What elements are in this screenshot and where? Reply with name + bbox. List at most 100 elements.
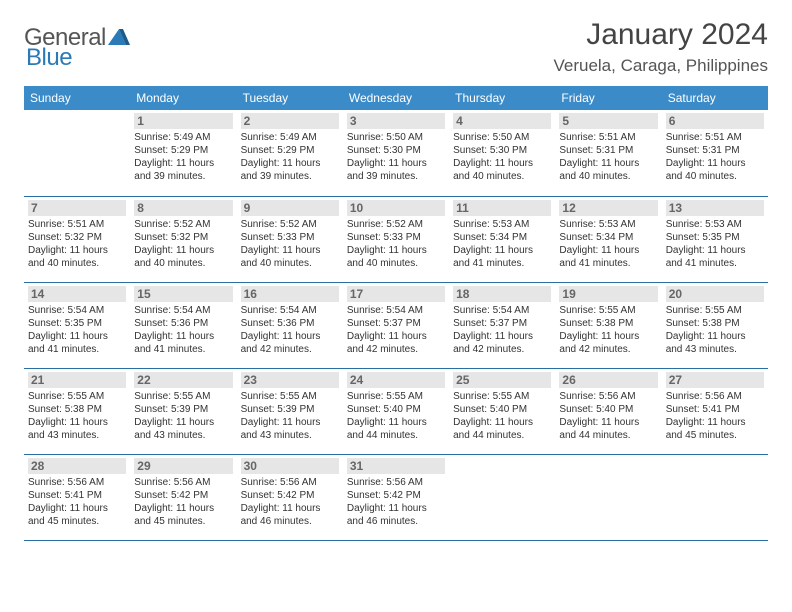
day-number: 15 — [134, 286, 232, 302]
sunset-line: Sunset: 5:42 PM — [347, 489, 445, 502]
daylight-line: Daylight: 11 hours and 40 minutes. — [559, 157, 657, 183]
daylight-line: Daylight: 11 hours and 39 minutes. — [347, 157, 445, 183]
day-number: 7 — [28, 200, 126, 216]
day-number: 14 — [28, 286, 126, 302]
sunrise-line: Sunrise: 5:56 AM — [134, 476, 232, 489]
day-info: Sunrise: 5:53 AMSunset: 5:34 PMDaylight:… — [559, 218, 657, 270]
sunrise-line: Sunrise: 5:54 AM — [134, 304, 232, 317]
calendar-day-cell: 9Sunrise: 5:52 AMSunset: 5:33 PMDaylight… — [237, 196, 343, 282]
calendar-day-cell: 18Sunrise: 5:54 AMSunset: 5:37 PMDayligh… — [449, 282, 555, 368]
daylight-line: Daylight: 11 hours and 40 minutes. — [28, 244, 126, 270]
calendar-day-cell: 12 Sunrise: 5:53 AMSunset: 5:34 PMDayligh… — [555, 196, 661, 282]
day-info: Sunrise: 5:55 AMSunset: 5:38 PMDaylight:… — [559, 304, 657, 356]
day-info: Sunrise: 5:51 AMSunset: 5:32 PMDaylight:… — [28, 218, 126, 270]
day-number: 23 — [241, 372, 339, 388]
day-info: Sunrise: 5:49 AMSunset: 5:29 PMDaylight:… — [241, 131, 339, 183]
day-number: 13 — [666, 200, 764, 216]
day-info: Sunrise: 5:54 AMSunset: 5:37 PMDaylight:… — [453, 304, 551, 356]
daylight-line: Daylight: 11 hours and 42 minutes. — [241, 330, 339, 356]
day-info: Sunrise: 5:52 AMSunset: 5:33 PMDaylight:… — [347, 218, 445, 270]
sunrise-line: Sunrise: 5:55 AM — [28, 390, 126, 403]
day-info: Sunrise: 5:55 AMSunset: 5:40 PMDaylight:… — [453, 390, 551, 442]
daylight-line: Daylight: 11 hours and 45 minutes. — [134, 502, 232, 528]
sunset-line: Sunset: 5:37 PM — [453, 317, 551, 330]
month-title: January 2024 — [553, 18, 768, 52]
daylight-line: Daylight: 11 hours and 39 minutes. — [134, 157, 232, 183]
sunset-line: Sunset: 5:42 PM — [241, 489, 339, 502]
daylight-line: Daylight: 11 hours and 43 minutes. — [666, 330, 764, 356]
day-info: Sunrise: 5:51 AMSunset: 5:31 PMDaylight:… — [666, 131, 764, 183]
day-info: Sunrise: 5:55 AMSunset: 5:38 PMDaylight:… — [666, 304, 764, 356]
daylight-line: Daylight: 11 hours and 44 minutes. — [559, 416, 657, 442]
day-info: Sunrise: 5:56 AMSunset: 5:41 PMDaylight:… — [666, 390, 764, 442]
day-number: 6 — [666, 113, 764, 129]
calendar-day-cell — [662, 454, 768, 540]
day-info: Sunrise: 5:56 AMSunset: 5:42 PMDaylight:… — [241, 476, 339, 528]
logo-triangle-icon — [108, 27, 130, 50]
sunset-line: Sunset: 5:33 PM — [241, 231, 339, 244]
sunrise-line: Sunrise: 5:52 AM — [347, 218, 445, 231]
day-number: 10 — [347, 200, 445, 216]
calendar-week-row: 21Sunrise: 5:55 AMSunset: 5:38 PMDayligh… — [24, 368, 768, 454]
day-info: Sunrise: 5:56 AMSunset: 5:41 PMDaylight:… — [28, 476, 126, 528]
daylight-line: Daylight: 11 hours and 46 minutes. — [241, 502, 339, 528]
day-info: Sunrise: 5:51 AMSunset: 5:31 PMDaylight:… — [559, 131, 657, 183]
day-info: Sunrise: 5:56 AMSunset: 5:40 PMDaylight:… — [559, 390, 657, 442]
day-header: Thursday — [449, 86, 555, 110]
sunset-line: Sunset: 5:35 PM — [666, 231, 764, 244]
day-info: Sunrise: 5:54 AMSunset: 5:36 PMDaylight:… — [134, 304, 232, 356]
sunrise-line: Sunrise: 5:49 AM — [134, 131, 232, 144]
daylight-line: Daylight: 11 hours and 41 minutes. — [28, 330, 126, 356]
sunset-line: Sunset: 5:31 PM — [666, 144, 764, 157]
calendar-day-cell: 10 Sunrise: 5:52 AMSunset: 5:33 PMDayligh… — [343, 196, 449, 282]
day-number: 1 — [134, 113, 232, 129]
calendar-day-cell — [24, 110, 130, 196]
calendar-day-cell: 13Sunrise: 5:53 AMSunset: 5:35 PMDayligh… — [662, 196, 768, 282]
sunset-line: Sunset: 5:29 PM — [241, 144, 339, 157]
day-info: Sunrise: 5:52 AMSunset: 5:33 PMDaylight:… — [241, 218, 339, 270]
calendar-day-cell: 20 Sunrise: 5:55 AMSunset: 5:38 PMDayligh… — [662, 282, 768, 368]
sunset-line: Sunset: 5:36 PM — [134, 317, 232, 330]
sunset-line: Sunset: 5:40 PM — [453, 403, 551, 416]
sunrise-line: Sunrise: 5:54 AM — [347, 304, 445, 317]
daylight-line: Daylight: 11 hours and 40 minutes. — [241, 244, 339, 270]
daylight-line: Daylight: 11 hours and 39 minutes. — [241, 157, 339, 183]
day-number: 12 — [559, 200, 657, 216]
day-number: 27 — [666, 372, 764, 388]
sunset-line: Sunset: 5:40 PM — [347, 403, 445, 416]
calendar-day-cell — [555, 454, 661, 540]
sunset-line: Sunset: 5:41 PM — [666, 403, 764, 416]
day-number: 26 — [559, 372, 657, 388]
calendar-day-cell: 17Sunrise: 5:54 AMSunset: 5:37 PMDayligh… — [343, 282, 449, 368]
day-info: Sunrise: 5:52 AMSunset: 5:32 PMDaylight:… — [134, 218, 232, 270]
calendar-day-cell: 4Sunrise: 5:50 AMSunset: 5:30 PMDaylight… — [449, 110, 555, 196]
daylight-line: Daylight: 11 hours and 40 minutes. — [453, 157, 551, 183]
day-number: 19 — [559, 286, 657, 302]
day-number: 24 — [347, 372, 445, 388]
day-info: Sunrise: 5:50 AMSunset: 5:30 PMDaylight:… — [347, 131, 445, 183]
sunset-line: Sunset: 5:39 PM — [134, 403, 232, 416]
sunrise-line: Sunrise: 5:55 AM — [666, 304, 764, 317]
calendar-day-cell: 14Sunrise: 5:54 AMSunset: 5:35 PMDayligh… — [24, 282, 130, 368]
calendar-day-cell: 5Sunrise: 5:51 AMSunset: 5:31 PMDaylight… — [555, 110, 661, 196]
day-header-row: Sunday Monday Tuesday Wednesday Thursday… — [24, 86, 768, 110]
sunset-line: Sunset: 5:39 PM — [241, 403, 339, 416]
day-number: 17 — [347, 286, 445, 302]
calendar-day-cell: 25Sunrise: 5:55 AMSunset: 5:40 PMDayligh… — [449, 368, 555, 454]
day-number: 11 — [453, 200, 551, 216]
day-header: Sunday — [24, 86, 130, 110]
sunrise-line: Sunrise: 5:51 AM — [559, 131, 657, 144]
calendar-day-cell: 31Sunrise: 5:56 AMSunset: 5:42 PMDayligh… — [343, 454, 449, 540]
day-number: 8 — [134, 200, 232, 216]
day-info: Sunrise: 5:50 AMSunset: 5:30 PMDaylight:… — [453, 131, 551, 183]
day-number: 3 — [347, 113, 445, 129]
sunset-line: Sunset: 5:34 PM — [559, 231, 657, 244]
day-number: 20 — [666, 286, 764, 302]
daylight-line: Daylight: 11 hours and 40 minutes. — [666, 157, 764, 183]
day-info: Sunrise: 5:55 AMSunset: 5:39 PMDaylight:… — [241, 390, 339, 442]
calendar-day-cell: 3 Sunrise: 5:50 AMSunset: 5:30 PMDaylight… — [343, 110, 449, 196]
day-header: Tuesday — [237, 86, 343, 110]
title-block: January 2024 Veruela, Caraga, Philippine… — [553, 18, 768, 76]
header: General January 2024 Veruela, Caraga, Ph… — [24, 18, 768, 76]
calendar-week-row: 7 Sunrise: 5:51 AMSunset: 5:32 PMDaylight… — [24, 196, 768, 282]
